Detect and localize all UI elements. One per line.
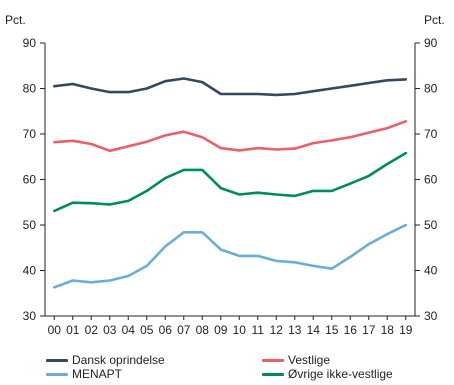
y-tick-label-right: 70 xyxy=(424,127,438,141)
y-tick-label-left: 90 xyxy=(23,36,37,50)
legend-label: Dansk oprindelse xyxy=(72,353,165,367)
x-axis-ticks: 00 01 02 03 04 05 06 07 08 09 10 11 12 13 14 15 16 17 18 19 xyxy=(48,316,413,337)
x-tick-label: 04 xyxy=(122,323,136,337)
series-line-3 xyxy=(52,151,408,213)
y-tick-label-left: 80 xyxy=(23,82,37,96)
y-tick-label-right: 40 xyxy=(424,264,438,278)
legend-item: Øvrige ikke-vestlige xyxy=(262,367,393,381)
y-tick-label-right: 30 xyxy=(424,309,438,323)
x-tick-label: 10 xyxy=(233,323,247,337)
x-tick-label: 15 xyxy=(325,323,339,337)
y-tick-label-left: 60 xyxy=(23,173,37,187)
x-tick-label: 00 xyxy=(48,323,62,337)
x-tick-label: 06 xyxy=(159,323,173,337)
x-tick-label: 05 xyxy=(140,323,154,337)
x-tick-label: 17 xyxy=(362,323,376,337)
y-tick-label-right: 60 xyxy=(424,173,438,187)
y-tick-label-left: 40 xyxy=(23,264,37,278)
y-axis-unit-right: Pct. xyxy=(424,13,445,27)
legend-item: Dansk oprindelse xyxy=(46,353,165,367)
x-tick-label: 13 xyxy=(288,323,302,337)
x-tick-label: 18 xyxy=(381,323,395,337)
y-axis-ticks: 30 30 40 40 50 50 60 60 70 70 80 80 90 90 xyxy=(23,36,438,323)
x-tick-label: 01 xyxy=(66,323,80,337)
y-tick-label-right: 90 xyxy=(424,36,438,50)
x-tick-label: 08 xyxy=(196,323,210,337)
legend-item: MENAPT xyxy=(46,367,122,381)
y-tick-label-left: 30 xyxy=(23,309,37,323)
series-line-2 xyxy=(52,223,408,289)
y-tick-label-left: 50 xyxy=(23,218,37,232)
legend-item: Vestlige xyxy=(262,353,330,367)
x-tick-label: 11 xyxy=(252,323,265,337)
legend-label: Øvrige ikke-vestlige xyxy=(288,367,393,381)
x-tick-label: 02 xyxy=(85,323,99,337)
x-tick-label: 09 xyxy=(214,323,228,337)
y-tick-label-right: 50 xyxy=(424,218,438,232)
legend-swatch xyxy=(262,372,284,376)
x-tick-label: 07 xyxy=(177,323,191,337)
legend-label: Vestlige xyxy=(288,353,331,367)
y-tick-label-right: 80 xyxy=(424,82,438,96)
legend-label: MENAPT xyxy=(72,367,123,381)
legend-swatch xyxy=(262,358,284,362)
x-tick-label: 12 xyxy=(270,323,284,337)
series-line-0 xyxy=(52,77,408,97)
x-tick-label: 16 xyxy=(344,323,358,337)
x-tick-label: 14 xyxy=(307,323,321,337)
y-tick-label-left: 70 xyxy=(23,127,37,141)
y-axis-unit-left: Pct. xyxy=(5,13,26,27)
legend-swatch xyxy=(46,372,68,376)
series-line-1 xyxy=(52,120,408,153)
x-tick-label: 03 xyxy=(103,323,117,337)
x-tick-label: 19 xyxy=(399,323,413,337)
series-layer xyxy=(52,77,408,289)
legend-swatch xyxy=(46,358,68,362)
